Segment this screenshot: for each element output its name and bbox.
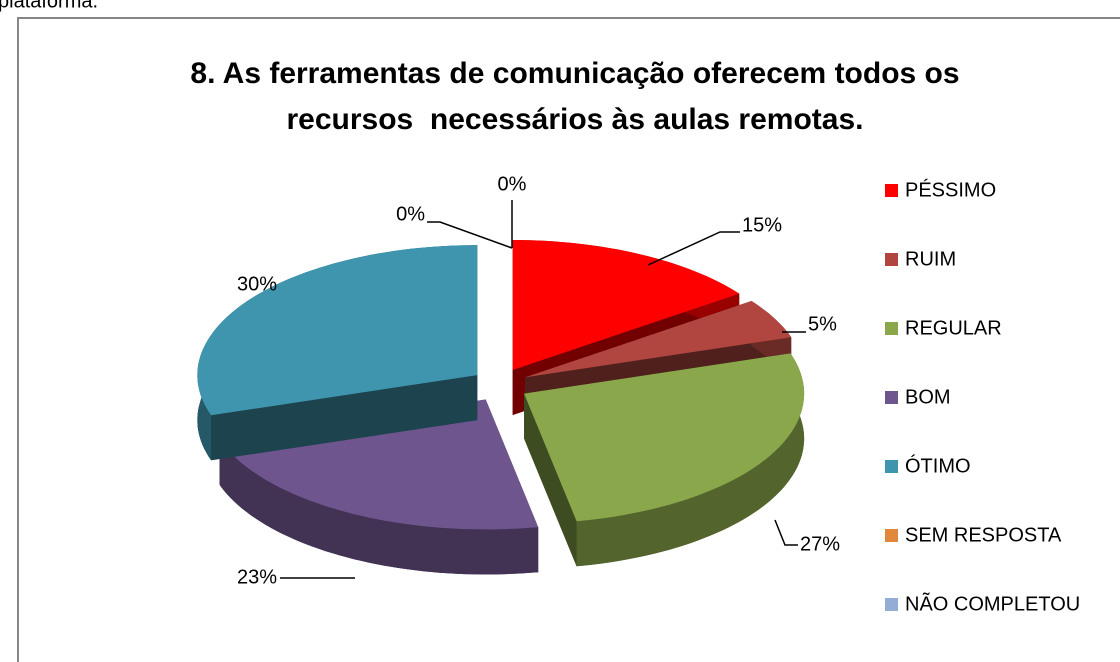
slice-radial-side <box>211 375 478 461</box>
legend-swatch <box>885 391 898 404</box>
pie-slice <box>524 353 805 567</box>
slice-outer-side <box>576 353 805 567</box>
slice-radial-side <box>524 393 577 567</box>
legend-label: NÃO COMPLETOU <box>905 591 1080 615</box>
data-label: 5% <box>808 313 837 335</box>
legend-swatch <box>885 184 898 197</box>
legend-label: SEM RESPOSTA <box>905 524 1062 546</box>
legend-label: BOM <box>905 386 951 408</box>
chart-title: recursos necessários às aulas remotas. <box>286 103 863 136</box>
slice-top <box>524 353 805 522</box>
legend-swatch <box>885 529 898 542</box>
data-label: 23% <box>237 566 277 588</box>
legend-swatch <box>885 460 898 473</box>
data-label: 0% <box>396 203 425 225</box>
legend-label: RUIM <box>905 248 956 270</box>
legend-swatch <box>885 253 898 266</box>
chart-title: 8. As ferramentas de comunicação oferece… <box>190 57 959 90</box>
slice-outer-side <box>219 439 539 575</box>
slice-top <box>512 240 740 370</box>
leader-line <box>647 231 740 266</box>
legend-label: ÓTIMO <box>905 454 971 477</box>
data-label: 0% <box>498 173 527 195</box>
legend-swatch <box>885 598 898 611</box>
legend-swatch <box>885 322 898 335</box>
data-label: 15% <box>742 214 782 236</box>
pie-slice <box>197 245 478 461</box>
leader-line <box>774 519 798 546</box>
legend-label: REGULAR <box>905 317 1002 339</box>
data-label: 27% <box>800 533 840 555</box>
page-text: plataforma. <box>0 0 98 12</box>
data-label: 30% <box>237 273 277 295</box>
slice-top <box>524 301 792 378</box>
leader-line <box>427 221 513 249</box>
legend-label: PÉSSIMO <box>905 178 996 201</box>
slice-top <box>197 245 478 416</box>
